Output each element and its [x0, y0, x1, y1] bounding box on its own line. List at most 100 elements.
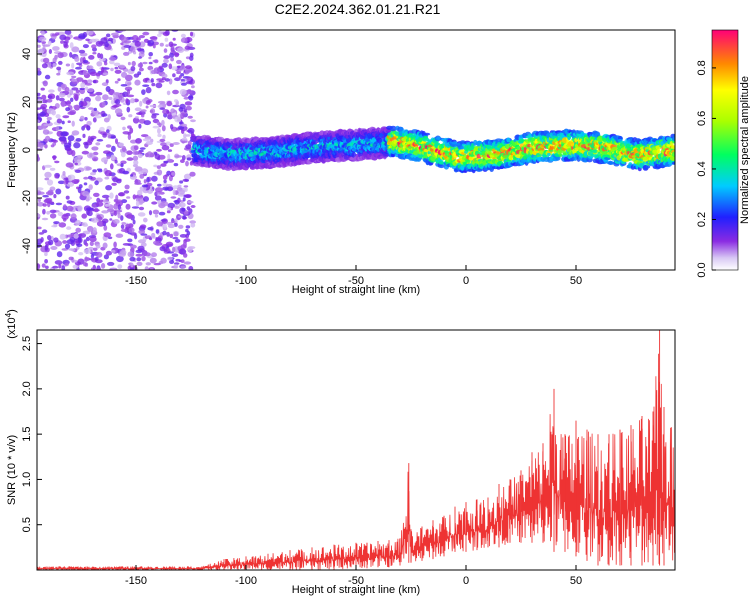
heatmap-cell	[171, 172, 176, 176]
heatmap-cell	[65, 63, 71, 67]
heatmap-cell	[78, 233, 87, 238]
heatmap-cell	[414, 0, 421, 2]
heatmap-cell	[158, 122, 162, 128]
heatmap-cell	[60, 84, 66, 89]
heatmap-cell	[52, 46, 60, 51]
heatmap-cell	[40, 237, 44, 243]
heatmap-cell	[143, 217, 148, 223]
heatmap-cell	[53, 194, 57, 199]
heatmap-cell	[151, 175, 158, 182]
heatmap-cell	[64, 30, 72, 35]
heatmap-cell	[113, 62, 121, 67]
heatmap-cell	[172, 104, 180, 108]
heatmap-cell	[54, 160, 60, 164]
heatmap-cell	[177, 197, 181, 204]
heatmap-cell	[37, 190, 42, 196]
heatmap-cell	[414, 0, 421, 3]
heatmap-cell	[109, 60, 115, 65]
heatmap-cell	[170, 124, 174, 130]
heatmap-cell	[148, 210, 153, 216]
heatmap-cell	[169, 233, 174, 239]
heatmap-cell	[138, 35, 145, 39]
heatmap-cell	[150, 108, 156, 114]
heatmap-cell	[91, 146, 99, 151]
heatmap-cell	[82, 70, 88, 76]
heatmap-cell	[110, 163, 114, 170]
heatmap-cell	[70, 213, 77, 220]
heatmap-cell	[131, 206, 140, 209]
heatmap-cell	[42, 80, 48, 87]
heatmap-cell	[159, 107, 165, 110]
heatmap-cell	[149, 237, 153, 241]
heatmap-cell	[414, 0, 421, 2]
heatmap-cell	[82, 133, 86, 138]
heatmap-cell	[37, 92, 41, 97]
heatmap-cell	[190, 222, 196, 228]
heatmap-cell	[163, 223, 167, 229]
heatmap-cell	[162, 174, 168, 181]
heatmap-cell	[140, 242, 147, 247]
heatmap-cell	[120, 116, 126, 121]
heatmap-cell	[55, 95, 60, 101]
heatmap-cell	[142, 31, 150, 36]
heatmap-cell	[172, 142, 180, 145]
heatmap-cell	[47, 189, 54, 196]
heatmap-cell	[166, 231, 170, 237]
heatmap-cell	[62, 240, 68, 244]
heatmap-cell	[76, 243, 83, 248]
heatmap-cell	[101, 157, 109, 163]
heatmap-cell	[80, 101, 88, 107]
heatmap-cell	[414, 0, 421, 2]
heatmap-cell	[86, 152, 95, 159]
heatmap-cell	[114, 69, 122, 74]
heatmap-cell	[53, 237, 59, 243]
heatmap-cell	[103, 225, 108, 231]
heatmap-cell	[139, 224, 147, 229]
heatmap-cell	[138, 51, 145, 58]
heatmap-cell	[86, 30, 94, 36]
heatmap-cell	[166, 221, 173, 226]
heatmap-cell	[79, 115, 85, 121]
heatmap-cell	[86, 65, 93, 70]
heatmap-cell	[414, 0, 421, 3]
heatmap-cell	[143, 252, 151, 257]
heatmap-cell	[39, 125, 47, 130]
heatmap-cell	[186, 246, 193, 253]
heatmap-cell	[56, 251, 63, 258]
heatmap-cell	[93, 110, 100, 116]
heatmap-cell	[88, 107, 94, 110]
heatmap-cell	[139, 41, 146, 48]
heatmap-cell	[181, 129, 185, 134]
heatmap-cell	[145, 105, 149, 109]
heatmap-cell	[37, 107, 42, 110]
heatmap-cell	[415, 0, 421, 3]
heatmap-cell	[73, 142, 81, 149]
heatmap-cell	[111, 32, 119, 36]
heatmap-cell	[146, 151, 153, 158]
heatmap-cell	[172, 73, 176, 78]
heatmap-cell	[131, 35, 139, 42]
heatmap-cell	[142, 84, 150, 87]
heatmap-cell	[43, 123, 51, 127]
heatmap-cell	[181, 155, 186, 161]
heatmap-cell	[89, 236, 97, 243]
heatmap-cell	[128, 227, 135, 233]
heatmap-cell	[59, 92, 66, 98]
heatmap-cell	[54, 175, 59, 179]
heatmap-cell	[77, 236, 82, 243]
heatmap-cell	[144, 266, 149, 270]
heatmap-cell	[87, 88, 94, 93]
heatmap-cell	[37, 226, 42, 230]
heatmap-cell	[185, 56, 191, 60]
heatmap-cell	[83, 182, 88, 186]
heatmap-cell	[139, 147, 146, 150]
heatmap-cell	[415, 0, 422, 2]
heatmap-cell	[42, 208, 46, 215]
heatmap-cell	[104, 203, 111, 207]
heatmap-cell	[187, 127, 195, 134]
heatmap-cell	[46, 120, 51, 124]
heatmap-cell	[85, 86, 89, 91]
heatmap-cell	[128, 114, 133, 118]
